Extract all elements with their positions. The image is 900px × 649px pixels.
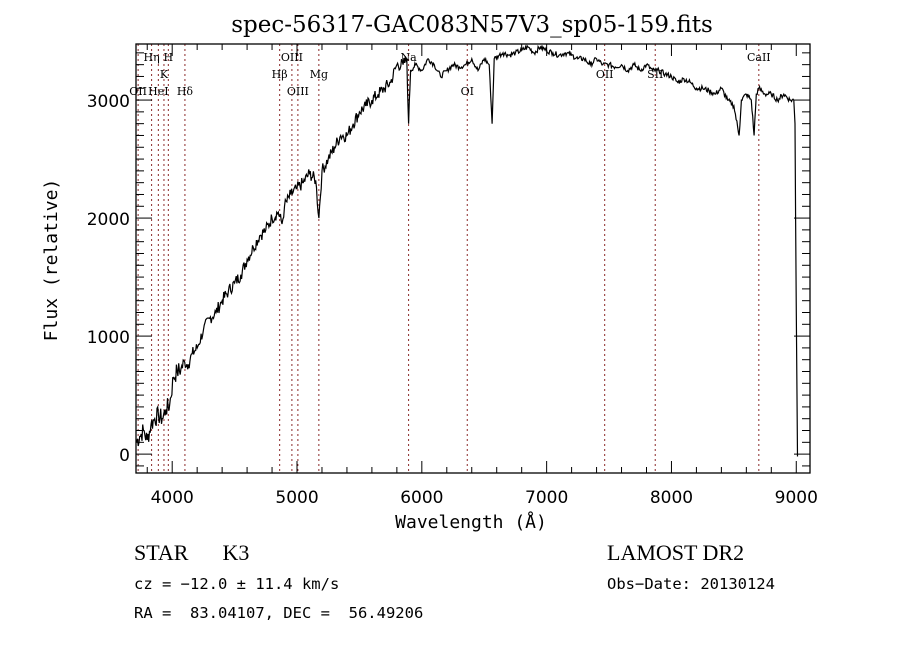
chart-title: spec-56317-GAC083N57V3_sp05-159.fits xyxy=(231,12,713,38)
spectrum-line xyxy=(135,44,799,457)
spectrum-series xyxy=(135,44,799,457)
line-marker-label: CaII xyxy=(747,51,771,64)
obs-date: Obs−Date: 20130124 xyxy=(607,575,775,593)
line-marker-label: Hη xyxy=(144,51,160,64)
subclass-label: K3 xyxy=(222,540,250,565)
line-markers xyxy=(137,44,760,473)
y-axis-label: Flux (relative) xyxy=(41,179,62,342)
x-tick-labels: 4000 5000 6000 7000 8000 9000 xyxy=(151,488,818,508)
y-tick-label: 1000 xyxy=(87,328,130,348)
x-tick-label: 6000 xyxy=(400,488,443,508)
x-axis-ticks xyxy=(146,44,797,473)
redshift-readout: cz = −12.0 ± 11.4 km/s xyxy=(134,575,340,593)
line-marker-label: OI xyxy=(461,85,474,98)
line-marker-label: Mg xyxy=(310,68,328,81)
line-marker-label: HeI xyxy=(148,85,168,98)
line-marker-label: OIII xyxy=(281,51,303,64)
x-tick-label: 9000 xyxy=(775,488,818,508)
object-class: STAR K3 xyxy=(134,540,249,566)
x-tick-label: 5000 xyxy=(275,488,318,508)
y-axis-ticks xyxy=(136,52,810,467)
x-axis-label: Wavelength (Å) xyxy=(395,511,547,533)
line-marker-label: Hβ xyxy=(272,68,288,81)
x-tick-label: 7000 xyxy=(525,488,568,508)
line-marker-label: OIII xyxy=(287,85,309,98)
line-marker-label: OII xyxy=(596,68,614,81)
line-marker-label: Hδ xyxy=(177,85,194,98)
line-marker-label: H xyxy=(164,51,174,64)
survey-label: LAMOST DR2 xyxy=(607,540,745,565)
class-label: STAR xyxy=(134,540,189,565)
y-tick-label: 3000 xyxy=(87,92,130,112)
y-tick-label: 2000 xyxy=(87,210,130,230)
plot-frame xyxy=(135,43,811,474)
line-marker-label: OII xyxy=(129,85,147,98)
coordinates: RA = 83.04107, DEC = 56.49206 xyxy=(134,604,424,622)
y-tick-label: 0 xyxy=(119,446,130,466)
x-tick-label: 8000 xyxy=(650,488,693,508)
y-tick-labels: 0 1000 2000 3000 xyxy=(87,92,130,466)
x-tick-label: 4000 xyxy=(151,488,194,508)
line-marker-label: K xyxy=(160,68,169,81)
